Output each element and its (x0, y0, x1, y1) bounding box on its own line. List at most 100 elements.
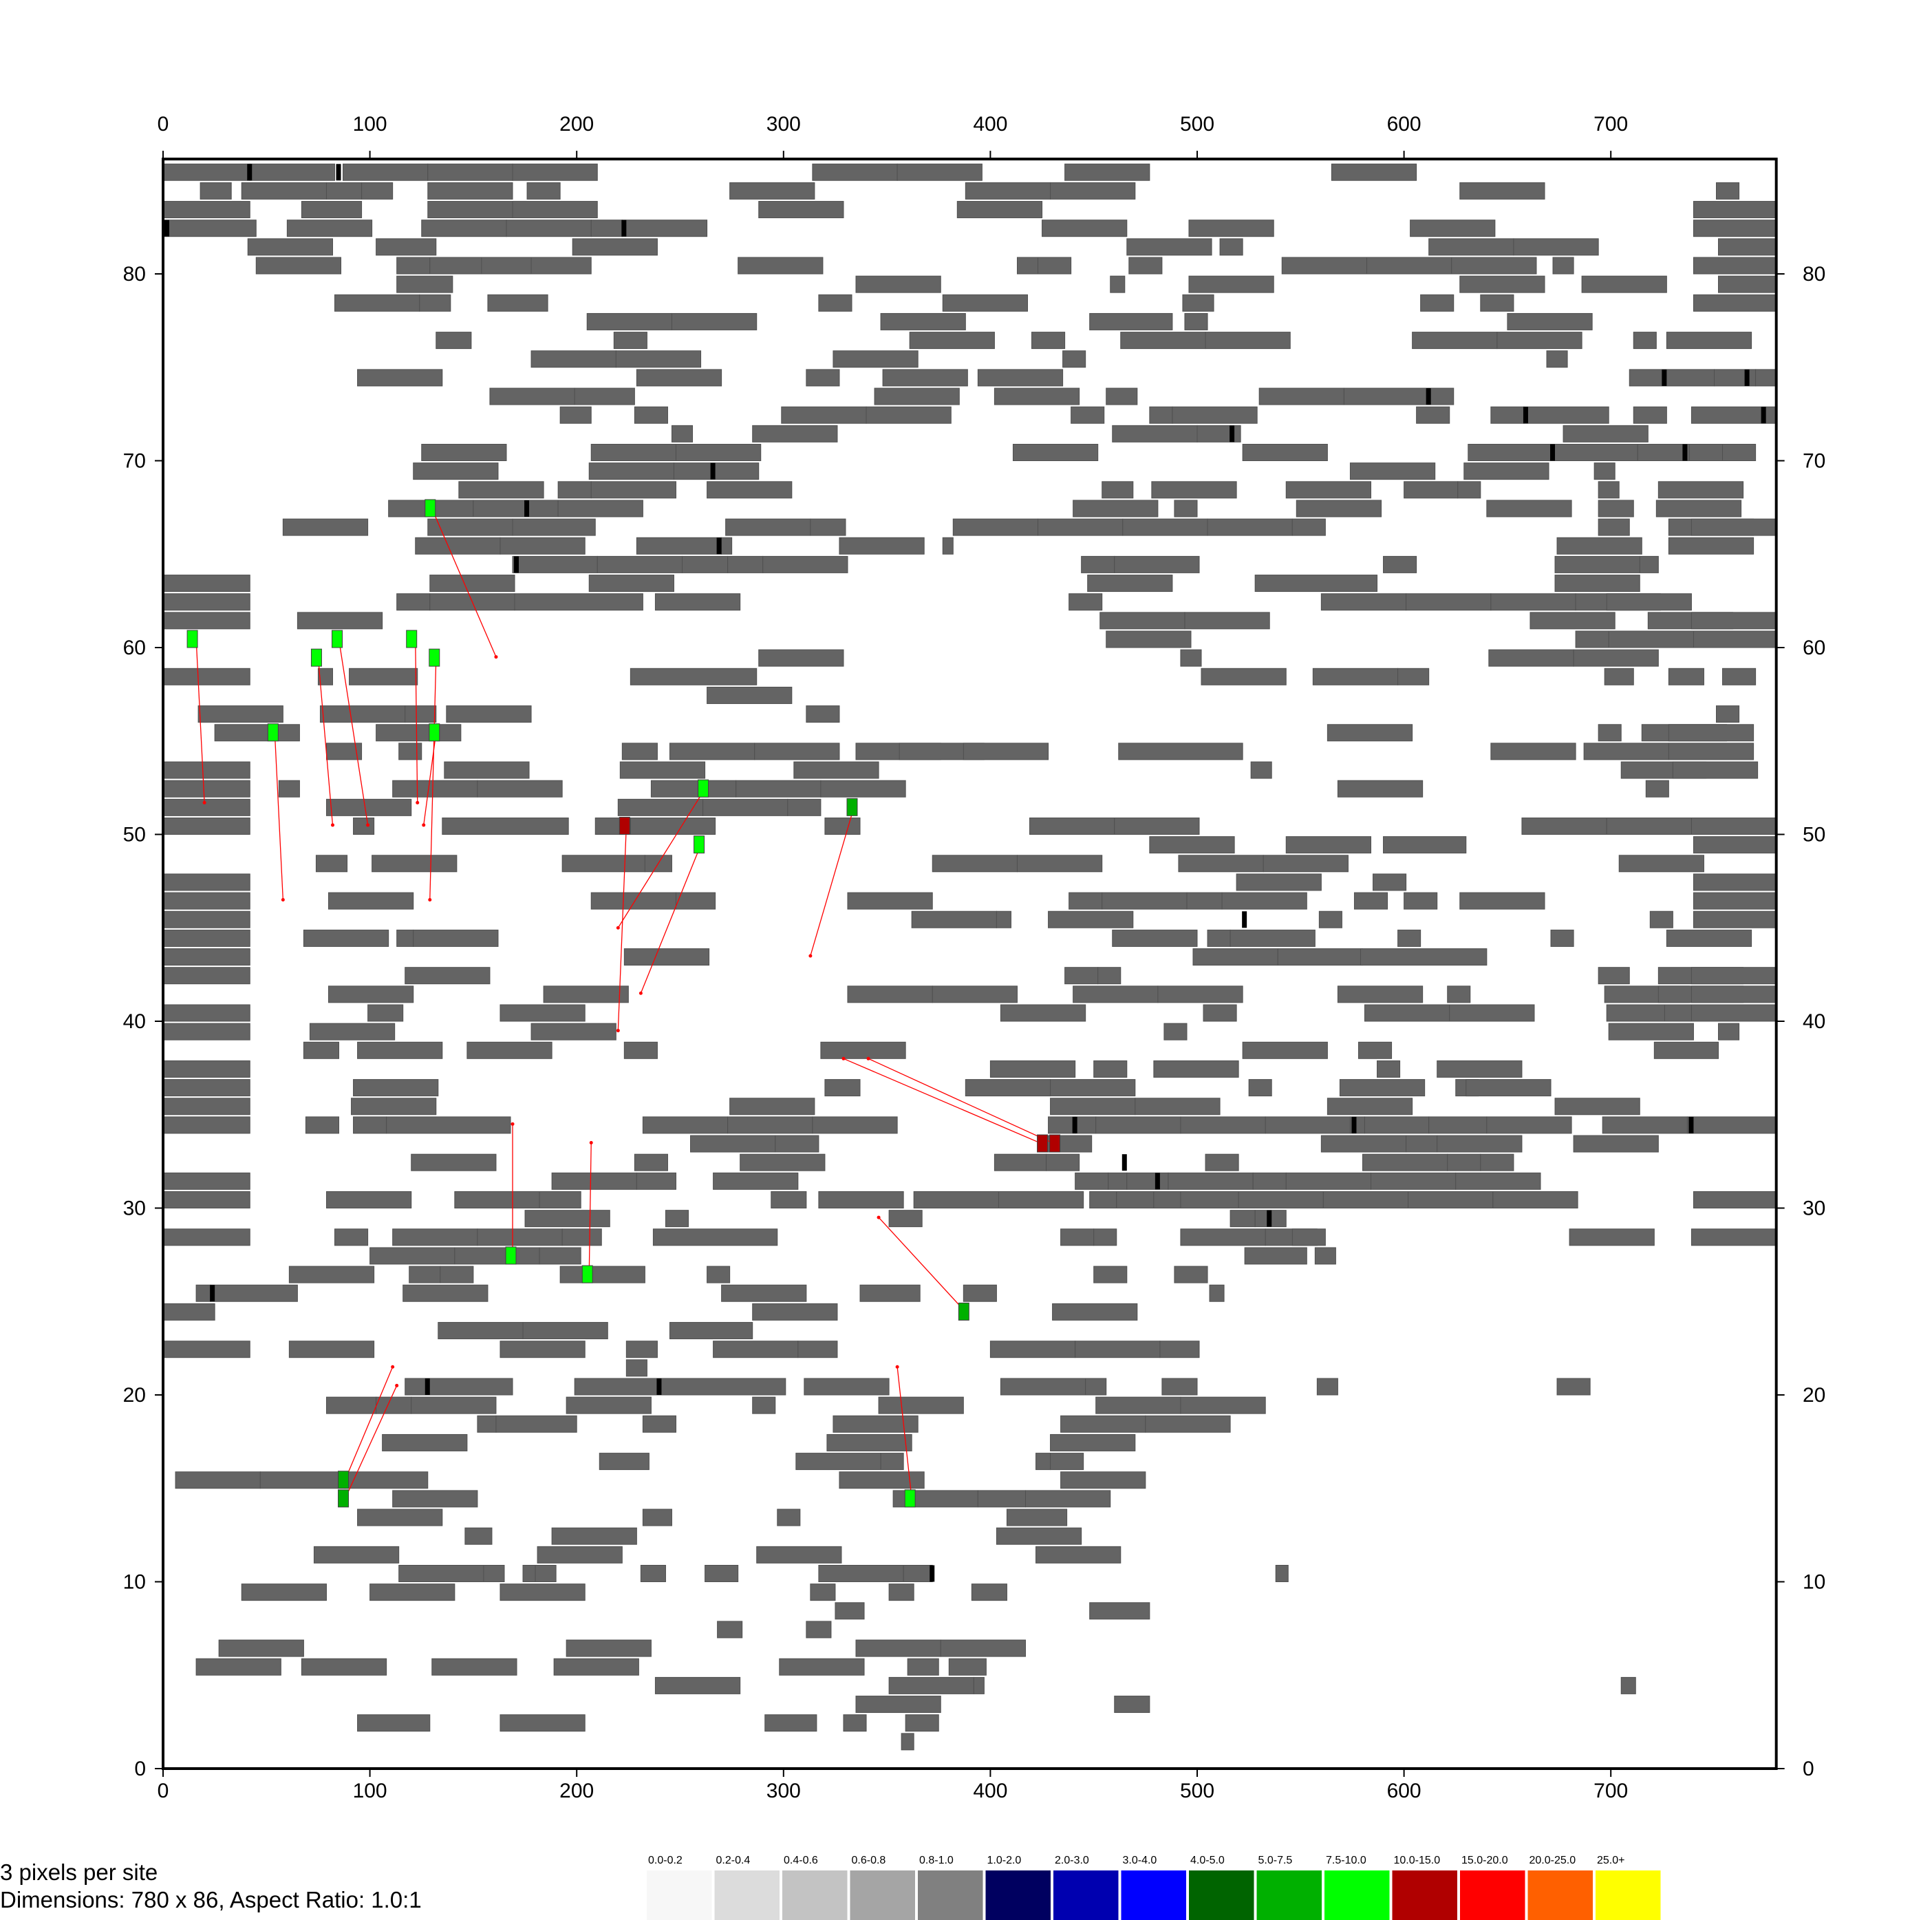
read-bar (642, 1415, 676, 1433)
read-bar (351, 1098, 437, 1116)
read-bar (956, 201, 1043, 219)
mismatch-tick (1761, 407, 1766, 424)
read-bar (1135, 1098, 1221, 1116)
read-bar (162, 1172, 250, 1190)
read-bar (325, 1396, 377, 1414)
read-bar (833, 350, 919, 368)
read-bar (1693, 257, 1777, 275)
read-bar (615, 350, 702, 368)
read-bar (1012, 444, 1099, 461)
read-bar (1349, 462, 1436, 480)
read-bar (1102, 481, 1134, 499)
read-bar (500, 1714, 586, 1732)
read-bar (1327, 724, 1413, 742)
x-tick-label-top: 200 (559, 113, 594, 136)
pair-link-end (589, 1140, 593, 1144)
read-bar (1546, 350, 1568, 368)
read-bar (442, 818, 569, 835)
read-bar (597, 555, 683, 573)
read-bar (1583, 743, 1669, 760)
read-bar (625, 1341, 658, 1358)
read-bar (973, 1676, 985, 1694)
read-bar (965, 1079, 1051, 1097)
legend-swatch (1392, 1870, 1457, 1920)
read-bar (506, 220, 592, 237)
score-marker (846, 798, 858, 816)
score-marker (1049, 1134, 1061, 1153)
read-bar (787, 798, 822, 816)
read-bar (1236, 873, 1322, 891)
read-bar (1690, 612, 1777, 630)
read-bar (590, 220, 623, 237)
read-bar (909, 332, 995, 350)
read-bar (1357, 1041, 1393, 1059)
pair-link-end (511, 1122, 515, 1126)
read-bar (1099, 612, 1185, 630)
read-bar (806, 1621, 832, 1639)
read-bar (1316, 1378, 1338, 1396)
read-bar (1693, 220, 1777, 237)
read-bar (636, 1172, 676, 1190)
read-bar (162, 163, 250, 181)
mismatch-tick (425, 1378, 430, 1395)
x-tick-label-top: 700 (1593, 113, 1628, 136)
read-bar (820, 780, 906, 798)
read-bar (948, 1658, 987, 1676)
pixels-per-site-label: 3 pixels per site (0, 1859, 158, 1885)
y-tick-label-right: 30 (1803, 1197, 1825, 1220)
pair-link-end (395, 1383, 399, 1387)
y-tick-label-right: 0 (1803, 1758, 1814, 1780)
read-bar (1620, 1676, 1636, 1694)
read-bar (1451, 257, 1537, 275)
read-bar (427, 182, 513, 200)
read-bar (1168, 1172, 1254, 1190)
read-bar (1552, 444, 1638, 461)
read-bar (839, 537, 925, 555)
read-bar (1490, 593, 1576, 611)
read-bar (1265, 1116, 1351, 1134)
read-bar (162, 201, 250, 219)
read-bar (1353, 892, 1388, 910)
read-bar (1575, 630, 1609, 648)
read-bar (1075, 1172, 1109, 1190)
pair-link-line (317, 658, 334, 825)
read-bar (1242, 444, 1328, 461)
score-marker (267, 723, 279, 742)
read-bar (559, 1266, 645, 1283)
read-bar (162, 1228, 250, 1246)
read-bar (702, 798, 788, 816)
read-bar (1221, 892, 1307, 910)
read-bar (779, 1658, 865, 1676)
read-bar (1277, 948, 1363, 966)
read-bar (1716, 182, 1740, 200)
read-bar (1250, 761, 1272, 779)
legend-label: 0.6-0.8 (852, 1855, 886, 1866)
read-bar (1722, 444, 1757, 461)
score-marker (338, 1471, 350, 1489)
read-bar (1203, 1004, 1237, 1022)
read-bar (429, 575, 515, 593)
read-bar (162, 761, 250, 779)
y-tick-label-right: 10 (1803, 1571, 1825, 1594)
read-bar (1114, 1696, 1150, 1714)
legend-label: 2.0-3.0 (1055, 1855, 1089, 1866)
score-marker (505, 1246, 517, 1265)
read-bar (989, 1341, 1076, 1358)
read-bar (444, 761, 530, 779)
read-bar (932, 855, 1018, 873)
pair-link-line (617, 826, 627, 1031)
read-bar (1480, 294, 1514, 312)
read-bar (1180, 1396, 1266, 1414)
read-bar (1050, 182, 1136, 200)
read-bar (1668, 668, 1704, 685)
read-bar (1128, 257, 1163, 275)
read-bar (824, 1079, 861, 1097)
read-bar (1312, 668, 1399, 685)
legend-swatch (918, 1870, 983, 1920)
read-bar (727, 555, 764, 573)
read-bar (1281, 257, 1367, 275)
x-tick-label-bottom: 0 (158, 1780, 169, 1802)
read-bar (255, 257, 342, 275)
read-bar (369, 1583, 455, 1601)
read-bar (721, 1284, 807, 1302)
